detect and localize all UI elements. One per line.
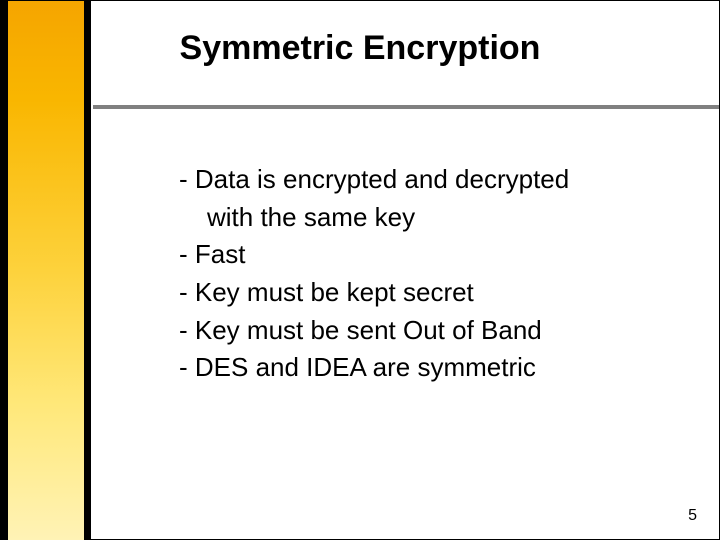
page-number: 5 [688,507,697,525]
bullet-line: - DES and IDEA are symmetric [179,349,689,387]
bullet-line: - Key must be kept secret [179,274,689,312]
bullet-line: - Fast [179,236,689,274]
title-divider [93,105,719,109]
bullet-line: - Data is encrypted and decrypted [179,161,689,199]
bullet-line: - Key must be sent Out of Band [179,312,689,350]
slide-body: - Data is encrypted and decrypted with t… [179,161,689,387]
slide: Symmetric Encryption - Data is encrypted… [0,0,720,540]
bullet-line: with the same key [179,199,689,237]
sidebar-gradient [8,1,84,540]
slide-title: Symmetric Encryption [1,29,719,68]
